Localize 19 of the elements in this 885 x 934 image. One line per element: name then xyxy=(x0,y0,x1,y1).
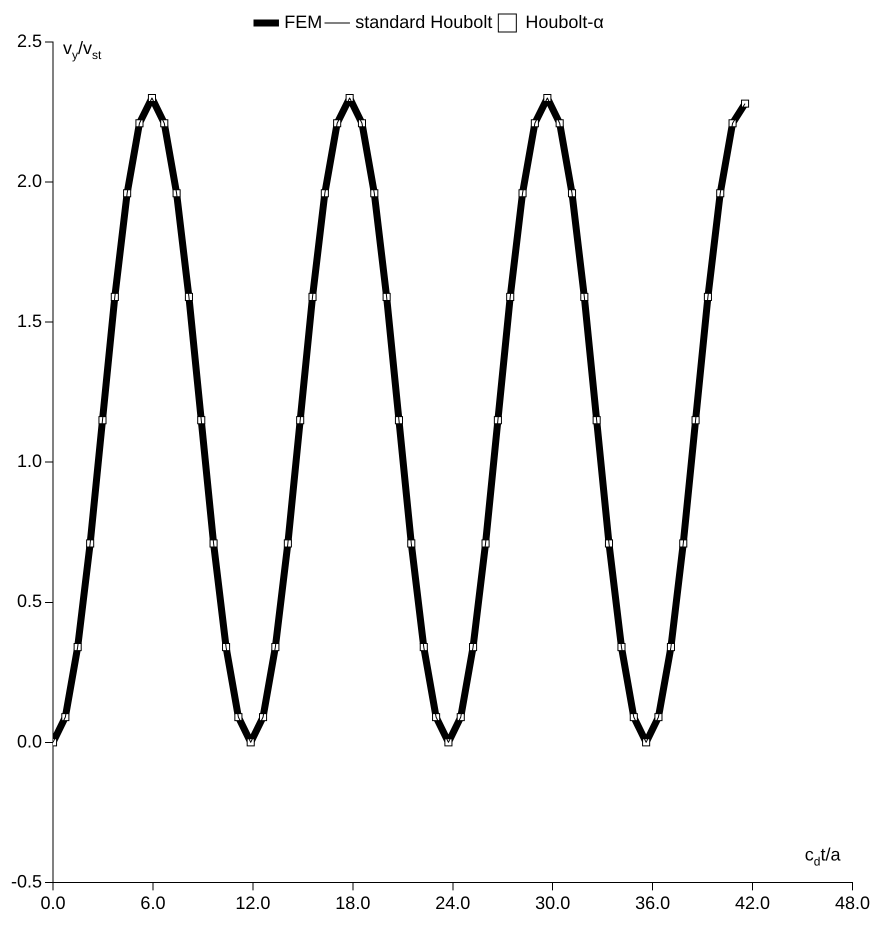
x-tick-label: 18.0 xyxy=(335,893,370,914)
x-tick-label: 12.0 xyxy=(235,893,270,914)
x-tick-label: 6.0 xyxy=(140,893,166,914)
y-tick-label: 2.0 xyxy=(16,171,42,192)
x-tick-label: 48.0 xyxy=(834,893,870,914)
y-tick-label: -0.5 xyxy=(10,871,42,892)
x-tick-label: 30.0 xyxy=(535,893,570,914)
y-tick-label: 0.5 xyxy=(16,591,42,612)
y-tick-label: 0.0 xyxy=(16,731,42,752)
x-tick-label: 24.0 xyxy=(435,893,470,914)
x-tick-label: 36.0 xyxy=(635,893,670,914)
x-tick-label: 42.0 xyxy=(735,893,770,914)
legend-label: Houbolt-α xyxy=(525,12,604,32)
y-tick-label: 1.5 xyxy=(16,311,42,332)
x-tick-label: 0.0 xyxy=(40,893,66,914)
y-tick-label: 2.5 xyxy=(16,30,42,51)
legend-label: standard Houbolt xyxy=(355,12,492,32)
legend-label: FEM xyxy=(284,12,322,32)
y-tick-label: 1.0 xyxy=(16,451,42,472)
